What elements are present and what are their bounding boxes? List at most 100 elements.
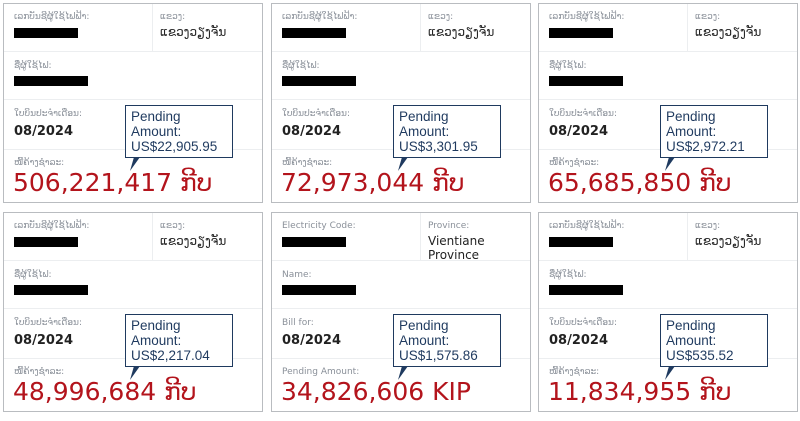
bill-month-label: Bill for: [282, 318, 314, 328]
name-label: ຊື່ຜູ້ໃຊ້ໄຟ: [549, 61, 587, 71]
divider [687, 213, 688, 260]
callout-usd: US$2,972.21 [666, 139, 745, 154]
divider [420, 4, 421, 51]
electricity-code-label: ເລກບັນຊີຜູ້ໃຊ້ໄຟຟ້າ: [549, 12, 625, 22]
pending-label: Pending Amount: [282, 367, 360, 377]
redacted-name [14, 76, 88, 86]
province-label: Province: [428, 221, 470, 231]
name-row: ຊື່ຜູ້ໃຊ້ໄຟ: [4, 260, 262, 309]
divider [687, 4, 688, 51]
pending-label: ໜີ້ຄ້າງຊຳລະ: [282, 158, 333, 168]
name-row: ຊື່ຜູ້ໃຊ້ໄຟ: [539, 51, 797, 100]
code-row: Electricity Code: Province: Vientiane Prov… [272, 213, 530, 262]
bill-card: ເລກບັນຊີຜູ້ໃຊ້ໄຟຟ້າ: ແຂວງ: ແຂວງວຽງຈັນຊື່ຜູ… [3, 212, 263, 412]
bill-card: ເລກບັນຊີຜູ້ໃຊ້ໄຟຟ້າ: ແຂວງ: ແຂວງວຽງຈັນຊື່ຜູ… [538, 212, 798, 412]
pending-amount-callout: Pending Amount: US$1,575.86 [393, 314, 501, 367]
pending-label: ໜີ້ຄ້າງຊຳລະ: [549, 367, 600, 377]
pending-amount-kip: 506,221,417 ກີບ [13, 168, 213, 197]
bill-card: ເລກບັນຊີຜູ້ໃຊ້ໄຟຟ້າ: ແຂວງ: ແຂວງວຽງຈັນຊື່ຜູ… [271, 3, 531, 203]
bill-month-label: ໃບບິນປະຈຳເດືອນ: [549, 318, 617, 328]
name-row: ຊື່ຜູ້ໃຊ້ໄຟ: [4, 51, 262, 100]
redacted-code [549, 237, 613, 247]
divider [152, 4, 153, 51]
divider [152, 213, 153, 260]
bill-month-value: 08/2024 [282, 333, 342, 348]
callout-usd: US$535.52 [666, 348, 734, 363]
electricity-code-label: ເລກບັນຊີຜູ້ໃຊ້ໄຟຟ້າ: [549, 221, 625, 231]
callout-title: Pending Amount: [131, 109, 182, 139]
callout-title: Pending Amount: [131, 318, 182, 348]
pending-row: ໜີ້ຄ້າງຊຳລະ: [272, 149, 530, 204]
name-row: ຊື່ຜູ້ໃຊ້ໄຟ: [539, 260, 797, 309]
pending-amount-kip: 65,685,850 ກີບ [548, 168, 732, 197]
redacted-name [549, 285, 623, 295]
bill-month-label: ໃບບິນປະຈຳເດືອນ: [14, 109, 82, 119]
name-label: ຊື່ຜູ້ໃຊ້ໄຟ: [549, 270, 587, 280]
bill-month-value: 08/2024 [282, 124, 342, 139]
bill-month-value: 08/2024 [14, 333, 74, 348]
callout-usd: US$22,905.95 [131, 139, 218, 154]
province-label: ແຂວງ: [160, 221, 186, 231]
pending-label: ໜີ້ຄ້າງຊຳລະ: [14, 367, 65, 377]
callout-title: Pending Amount: [666, 109, 717, 139]
callout-title: Pending Amount: [666, 318, 717, 348]
name-label: Name: [282, 270, 312, 280]
callout-title: Pending Amount: [399, 109, 450, 139]
name-label: ຊື່ຜູ້ໃຊ້ໄຟ: [282, 61, 320, 71]
pending-amount-kip: 34,826,606 KIP [281, 377, 471, 406]
redacted-name [14, 285, 88, 295]
province-label: ແຂວງ: [160, 12, 186, 22]
pending-amount-callout: Pending Amount: US$535.52 [660, 314, 768, 367]
electricity-code-label: Electricity Code: [282, 221, 356, 231]
bill-card: ເລກບັນຊີຜູ້ໃຊ້ໄຟຟ້າ: ແຂວງ: ແຂວງວຽງຈັນຊື່ຜູ… [3, 3, 263, 203]
pending-row: ໜີ້ຄ້າງຊຳລະ: [4, 149, 262, 204]
pending-row: Pending Amount: [272, 358, 530, 413]
redacted-name [282, 76, 356, 86]
code-row: ເລກບັນຊີຜູ້ໃຊ້ໄຟຟ້າ: ແຂວງ: ແຂວງວຽງຈັນ [539, 4, 797, 52]
redacted-name [282, 285, 356, 295]
redacted-code [14, 237, 78, 247]
name-row: ຊື່ຜູ້ໃຊ້ໄຟ: [272, 51, 530, 100]
bill-month-label: ໃບບິນປະຈຳເດືອນ: [549, 109, 617, 119]
bill-month-label: ໃບບິນປະຈຳເດືອນ: [282, 109, 350, 119]
pending-label: ໜີ້ຄ້າງຊຳລະ: [549, 158, 600, 168]
province-label: ແຂວງ: [428, 12, 454, 22]
code-row: ເລກບັນຊີຜູ້ໃຊ້ໄຟຟ້າ: ແຂວງ: ແຂວງວຽງຈັນ [4, 213, 262, 261]
callout-usd: US$3,301.95 [399, 139, 478, 154]
code-row: ເລກບັນຊີຜູ້ໃຊ້ໄຟຟ້າ: ແຂວງ: ແຂວງວຽງຈັນ [539, 213, 797, 261]
bill-month-value: 08/2024 [549, 124, 609, 139]
pending-row: ໜີ້ຄ້າງຊຳລະ: [4, 358, 262, 413]
pending-amount-callout: Pending Amount: US$2,217.04 [125, 314, 233, 367]
bill-card: Electricity Code: Province: Vientiane Prov… [271, 212, 531, 412]
electricity-code-label: ເລກບັນຊີຜູ້ໃຊ້ໄຟຟ້າ: [14, 12, 90, 22]
province-label: ແຂວງ: [695, 12, 721, 22]
bill-month-value: 08/2024 [549, 333, 609, 348]
province-value: ແຂວງວຽງຈັນ [160, 234, 227, 248]
pending-amount-kip: 72,973,044 ກີບ [281, 168, 465, 197]
callout-title: Pending Amount: [399, 318, 450, 348]
province-value: Vientiane Province [428, 234, 485, 262]
electricity-code-label: ເລກບັນຊີຜູ້ໃຊ້ໄຟຟ້າ: [282, 12, 358, 22]
pending-row: ໜີ້ຄ້າງຊຳລະ: [539, 358, 797, 413]
province-value: ແຂວງວຽງຈັນ [160, 25, 227, 39]
province-label: ແຂວງ: [695, 221, 721, 231]
pending-amount-callout: Pending Amount: US$3,301.95 [393, 105, 501, 158]
pending-amount-callout: Pending Amount: US$2,972.21 [660, 105, 768, 158]
pending-amount-kip: 48,996,684 ກີບ [13, 377, 197, 406]
pending-amount-kip: 11,834,955 ກີບ [548, 377, 732, 406]
code-row: ເລກບັນຊີຜູ້ໃຊ້ໄຟຟ້າ: ແຂວງ: ແຂວງວຽງຈັນ [272, 4, 530, 52]
callout-usd: US$1,575.86 [399, 348, 478, 363]
bill-month-label: ໃບບິນປະຈຳເດືອນ: [14, 318, 82, 328]
bill-month-value: 08/2024 [14, 124, 74, 139]
redacted-code [282, 28, 346, 38]
code-row: ເລກບັນຊີຜູ້ໃຊ້ໄຟຟ້າ: ແຂວງ: ແຂວງວຽງຈັນ [4, 4, 262, 52]
callout-usd: US$2,217.04 [131, 348, 210, 363]
name-label: ຊື່ຜູ້ໃຊ້ໄຟ: [14, 61, 52, 71]
name-label: ຊື່ຜູ້ໃຊ້ໄຟ: [14, 270, 52, 280]
province-value: ແຂວງວຽງຈັນ [695, 234, 762, 248]
name-row: Name: [272, 260, 530, 309]
redacted-code [549, 28, 613, 38]
redacted-code [14, 28, 78, 38]
province-value: ແຂວງວຽງຈັນ [428, 25, 495, 39]
electricity-code-label: ເລກບັນຊີຜູ້ໃຊ້ໄຟຟ້າ: [14, 221, 90, 231]
